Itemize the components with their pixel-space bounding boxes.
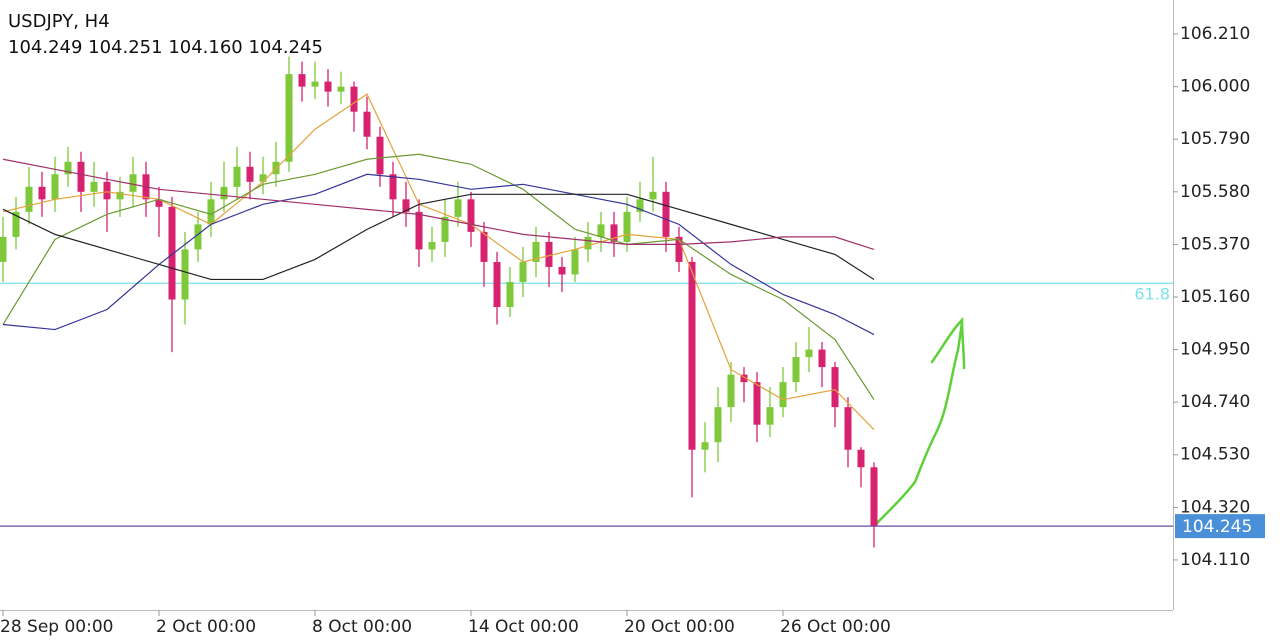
candle-body <box>805 349 813 358</box>
candle-body <box>311 81 319 87</box>
y-tick-label: 106.000 <box>1180 77 1250 97</box>
candle-body <box>415 211 423 250</box>
candle-body <box>779 382 787 408</box>
moving-average <box>2 158 875 250</box>
candle-body <box>558 266 566 275</box>
y-tick-label: 104.110 <box>1180 550 1250 570</box>
candle-body <box>259 174 267 182</box>
candle-body <box>467 199 475 232</box>
candle-body <box>753 382 761 425</box>
x-tick-label: 8 Oct 00:00 <box>312 617 412 637</box>
candle-body <box>545 241 553 267</box>
candle-body <box>441 216 449 242</box>
candle-body <box>207 199 215 225</box>
y-tick-label: 104.740 <box>1180 392 1250 412</box>
candle-body <box>857 449 865 468</box>
candle-body <box>0 236 7 262</box>
candle-body <box>103 181 111 200</box>
candle-body <box>844 407 852 450</box>
moving-average <box>2 193 875 281</box>
x-tick-label: 14 Oct 00:00 <box>468 617 579 637</box>
candle-body <box>727 374 735 408</box>
candle-body <box>38 186 46 200</box>
x-tick-label: 26 Oct 00:00 <box>780 617 891 637</box>
candle-body <box>64 161 72 175</box>
candle-body <box>701 442 709 450</box>
candle-body <box>298 74 306 87</box>
candle-body <box>454 199 462 217</box>
candle-body <box>688 261 696 450</box>
candle-body <box>116 191 124 200</box>
moving-average <box>2 173 875 336</box>
candle-body <box>155 199 163 207</box>
moving-average <box>2 153 875 400</box>
candle-body <box>324 81 332 92</box>
candle-body <box>51 174 59 200</box>
ohlc-readout: 104.249 104.251 104.160 104.245 <box>8 37 323 58</box>
candle-body <box>376 136 384 175</box>
y-tick-label: 105.580 <box>1180 182 1250 202</box>
candle-body <box>12 211 20 237</box>
candle-body <box>675 236 683 262</box>
price-box <box>1175 514 1265 539</box>
candle-body <box>831 367 839 408</box>
candle-body <box>77 161 85 192</box>
y-tick-label: 105.370 <box>1180 234 1250 254</box>
candle-body <box>363 111 371 137</box>
y-tick-label: 105.160 <box>1180 287 1250 307</box>
y-tick-label: 104.320 <box>1180 497 1250 517</box>
candle-body <box>168 206 176 300</box>
y-tick-label: 104.950 <box>1180 340 1250 360</box>
moving-average <box>2 93 875 431</box>
candle-body <box>714 407 722 443</box>
x-tick-label: 2 Oct 00:00 <box>156 617 256 637</box>
price-label: 104.245 <box>1182 517 1252 537</box>
candle-body <box>181 249 189 300</box>
candle-body <box>350 86 358 112</box>
candle-body <box>532 241 540 262</box>
candle-body <box>740 374 748 383</box>
candle-body <box>220 186 228 200</box>
candle-body <box>766 407 774 425</box>
candle-body <box>428 241 436 250</box>
candle-body <box>584 236 592 250</box>
candle-body <box>129 174 137 192</box>
chart-title: USDJPY, H4 <box>8 11 110 32</box>
candle-body <box>285 74 293 162</box>
candle-body <box>233 166 241 187</box>
candle-body <box>90 181 98 192</box>
candle-body <box>662 191 670 237</box>
x-tick-label: 28 Sep 00:00 <box>0 617 113 637</box>
candle-body <box>870 467 878 527</box>
candle-body <box>402 199 410 212</box>
candle-body <box>194 224 202 250</box>
candle-body <box>246 166 254 182</box>
candle-body <box>519 261 527 282</box>
candle-body <box>610 224 618 242</box>
candle-body <box>506 281 514 308</box>
y-tick-label: 106.210 <box>1180 24 1250 44</box>
candle-body <box>493 261 501 308</box>
candle-body <box>597 224 605 237</box>
candle-body <box>636 199 644 212</box>
candle-body <box>571 249 579 275</box>
y-tick-label: 104.530 <box>1180 445 1250 465</box>
fib-label: 61.8 <box>1134 285 1170 304</box>
candle-body <box>649 191 657 200</box>
x-tick-label: 20 Oct 00:00 <box>624 617 735 637</box>
candle-body <box>389 174 397 200</box>
candle-body <box>480 231 488 262</box>
candle-body <box>337 86 345 92</box>
candle-body <box>25 186 33 212</box>
y-tick-label: 105.790 <box>1180 129 1250 149</box>
candle-body <box>818 349 826 368</box>
candle-body <box>792 357 800 383</box>
hand-drawn-arrow <box>874 316 966 526</box>
candle-body <box>623 211 631 242</box>
